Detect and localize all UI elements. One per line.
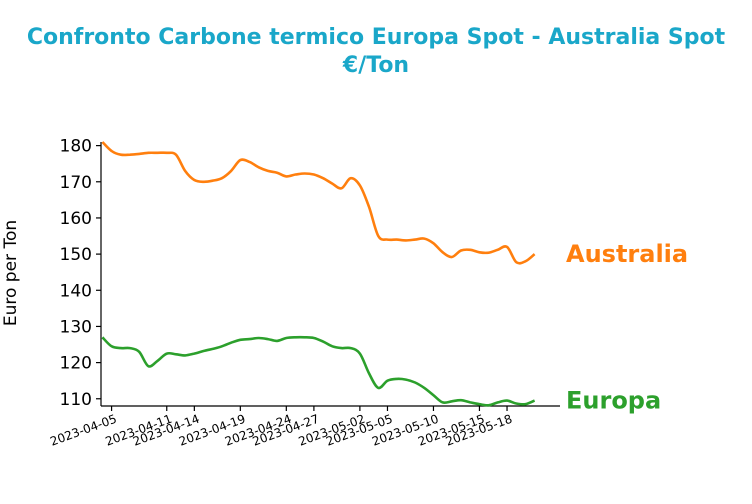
axes: 1101201301401501601701802023-04-052023-0… bbox=[48, 137, 560, 449]
y-tick-label: 130 bbox=[60, 317, 92, 337]
series-labels: Australia Europa bbox=[566, 240, 688, 414]
y-tick-label: 160 bbox=[60, 209, 92, 229]
y-tick-label: 170 bbox=[60, 173, 92, 193]
y-tick-label: 140 bbox=[60, 281, 92, 301]
chart-title: Confronto Carbone termico Europa Spot - … bbox=[0, 24, 752, 80]
series-label-australia: Australia bbox=[566, 240, 688, 268]
series-lines bbox=[101, 141, 536, 407]
series-line-australia bbox=[101, 141, 536, 265]
y-tick-label: 180 bbox=[60, 137, 92, 157]
series-line-europa bbox=[101, 335, 536, 407]
chart-title-line-2: €/Ton bbox=[342, 53, 410, 78]
y-axis-label: Euro per Ton bbox=[1, 220, 21, 326]
y-tick-label: 110 bbox=[60, 390, 92, 410]
y-tick-label: 150 bbox=[60, 245, 92, 265]
y-tick-label: 120 bbox=[60, 354, 92, 374]
series-label-europa: Europa bbox=[566, 387, 661, 415]
chart-title-line-1: Confronto Carbone termico Europa Spot - … bbox=[26, 25, 726, 50]
